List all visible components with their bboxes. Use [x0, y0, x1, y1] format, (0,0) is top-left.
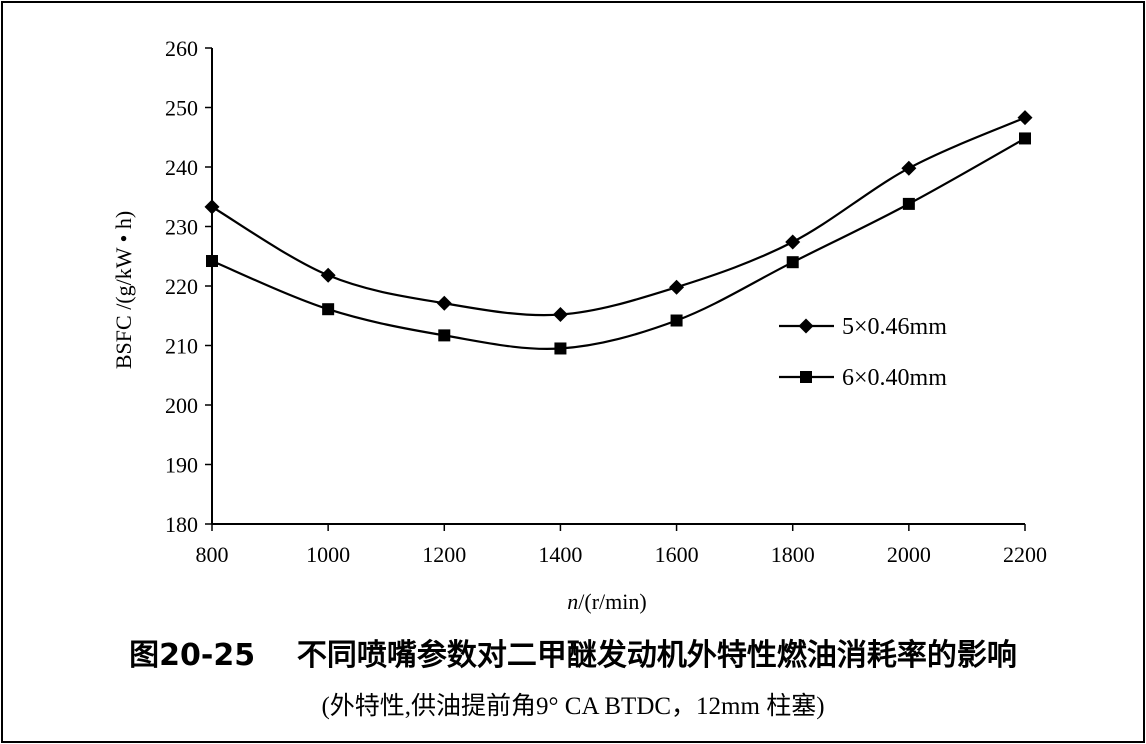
- y-tick-label: 250: [165, 96, 198, 121]
- data-point-series-2: [670, 314, 683, 327]
- data-point-series-1: [552, 307, 568, 323]
- x-tick-label: 1400: [538, 542, 582, 567]
- x-axis-label-variable: n: [567, 589, 578, 614]
- legend-label-1: 5×0.46mm: [842, 314, 947, 340]
- x-tick-label: 800: [196, 542, 229, 567]
- y-tick-label: 180: [165, 512, 198, 537]
- data-point-series-2: [902, 197, 915, 210]
- y-tick-label: 210: [165, 334, 198, 359]
- y-axis-ticks: 180 190 200 210 220 230 240 250 260: [165, 36, 212, 537]
- y-tick-label: 220: [165, 274, 198, 299]
- x-tick-label: 1200: [422, 542, 466, 567]
- y-axis-label: BSFC /(g/kW • h): [111, 211, 136, 369]
- data-point-series-2: [438, 329, 451, 342]
- x-tick-label: 1600: [655, 542, 699, 567]
- series-line-1: [211, 116, 1026, 317]
- legend: 5×0.46mm 6×0.40mm: [779, 314, 947, 391]
- x-axis-label-unit: /(r/min): [578, 589, 646, 614]
- series-lines: [211, 116, 1026, 350]
- y-tick-label: 200: [165, 393, 198, 418]
- data-point-series-2: [322, 303, 335, 316]
- y-tick-label: 240: [165, 155, 198, 180]
- data-point-series-1: [1017, 110, 1033, 126]
- legend-label-2: 6×0.40mm: [842, 365, 947, 391]
- x-tick-label: 1800: [771, 542, 815, 567]
- x-axis-label: n/(r/min): [567, 589, 646, 614]
- data-point-series-1: [436, 295, 452, 311]
- bsfc-line-chart: 180 190 200 210 220 230 240 250 260 800 1000 1200 1…: [111, 36, 1047, 614]
- data-point-series-1: [669, 279, 685, 295]
- axes: [211, 48, 1025, 525]
- y-tick-label: 260: [165, 36, 198, 61]
- x-tick-label: 2200: [1003, 542, 1047, 567]
- legend-marker-1: [798, 318, 814, 334]
- data-point-series-1: [204, 199, 220, 215]
- data-point-series-2: [786, 256, 799, 269]
- data-point-series-1: [785, 234, 801, 250]
- legend-marker-2: [800, 371, 812, 383]
- data-point-series-2: [206, 255, 218, 268]
- data-point-series-2: [1019, 132, 1031, 145]
- x-tick-label: 1000: [306, 542, 350, 567]
- data-point-series-1: [320, 267, 336, 283]
- series-markers: [204, 110, 1033, 355]
- y-tick-label: 190: [165, 453, 198, 478]
- figure-subcaption: (外特性,供油提前角9° CA BTDC，12mm 柱塞): [321, 693, 825, 720]
- data-point-series-2: [554, 342, 567, 355]
- figure-caption: 图20-25 不同喷嘴参数对二甲醚发动机外特性燃油消耗率的影响: [129, 638, 1017, 673]
- x-axis-ticks: 800 1000 1200 1400 1600 1800 2000 2200: [196, 524, 1047, 567]
- y-tick-label: 230: [165, 215, 198, 240]
- data-point-series-1: [901, 160, 917, 176]
- series-line-2: [211, 137, 1026, 350]
- x-tick-label: 2000: [887, 542, 931, 567]
